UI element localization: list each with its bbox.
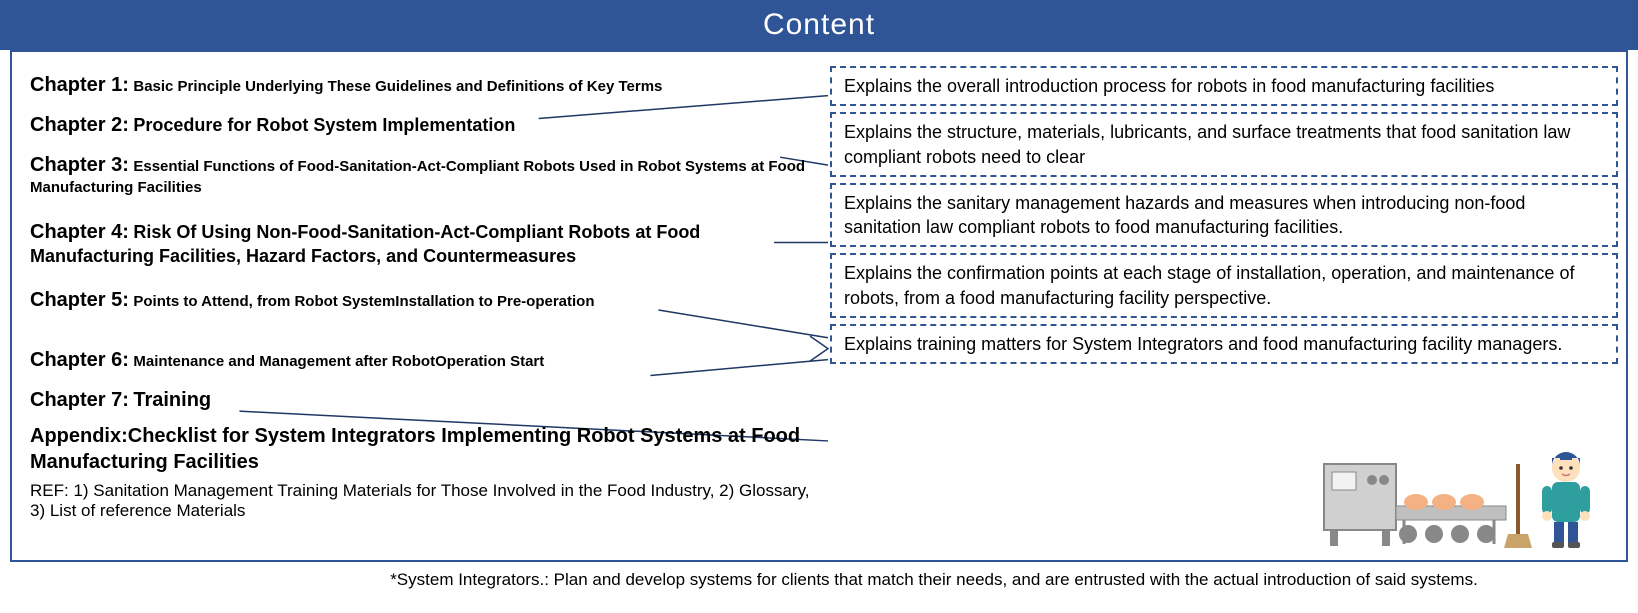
chapter-label: Chapter 2:	[30, 114, 129, 136]
chapter-label: Chapter 6:	[30, 349, 129, 371]
chapter-label: Chapter 7:	[30, 389, 129, 411]
explain-box-3: Explains the sanitary management hazards…	[830, 183, 1618, 248]
references: REF: 1) Sanitation Management Training M…	[30, 481, 810, 521]
chapter-7: Chapter 7: Training	[30, 387, 810, 413]
chapter-desc: Risk Of Using Non-Food-Sanitation-Act-Co…	[30, 222, 700, 266]
appendix: Appendix:Checklist for System Integrator…	[30, 423, 810, 475]
chapter-3: Chapter 3: Essential Functions of Food-S…	[30, 152, 810, 199]
content-body: Chapter 1: Basic Principle Underlying Th…	[10, 50, 1628, 562]
footnote: *System Integrators.: Plan and develop s…	[0, 562, 1638, 596]
chapter-desc: Points to Attend, from Robot SystemInsta…	[133, 293, 594, 310]
chapter-label: Chapter 3:	[30, 154, 129, 176]
chapter-4: Chapter 4: Risk Of Using Non-Food-Sanita…	[30, 219, 810, 269]
explain-box-1: Explains the overall introduction proces…	[830, 66, 1618, 106]
chapter-desc: Basic Principle Underlying These Guideli…	[133, 78, 662, 95]
explain-box-4: Explains the confirmation points at each…	[830, 253, 1618, 318]
chapters-column: Chapter 1: Basic Principle Underlying Th…	[30, 72, 810, 521]
explanations-column: Explains the overall introduction proces…	[830, 66, 1618, 370]
chapter-desc: Maintenance and Management after RobotOp…	[133, 353, 544, 370]
chapter-label: Chapter 5:	[30, 289, 129, 311]
chapter-1: Chapter 1: Basic Principle Underlying Th…	[30, 72, 810, 98]
chapter-label: Chapter 4:	[30, 221, 129, 243]
explain-box-2: Explains the structure, materials, lubri…	[830, 112, 1618, 177]
chapter-2: Chapter 2: Procedure for Robot System Im…	[30, 112, 810, 138]
chapter-label: Chapter 1:	[30, 74, 129, 96]
factory-worker-illustration	[1316, 444, 1606, 554]
chapter-5: Chapter 5: Points to Attend, from Robot …	[30, 287, 810, 313]
header-title: Content	[0, 0, 1638, 50]
content-slide: Content Chapter 1: Basic Principle Under…	[0, 0, 1638, 596]
chapter-desc: Essential Functions of Food-Sanitation-A…	[30, 158, 805, 196]
chapter-desc: Procedure for Robot System Implementatio…	[133, 115, 515, 135]
chapter-desc: Training	[133, 389, 211, 411]
chapter-6: Chapter 6: Maintenance and Management af…	[30, 347, 810, 373]
explain-box-5: Explains training matters for System Int…	[830, 324, 1618, 364]
